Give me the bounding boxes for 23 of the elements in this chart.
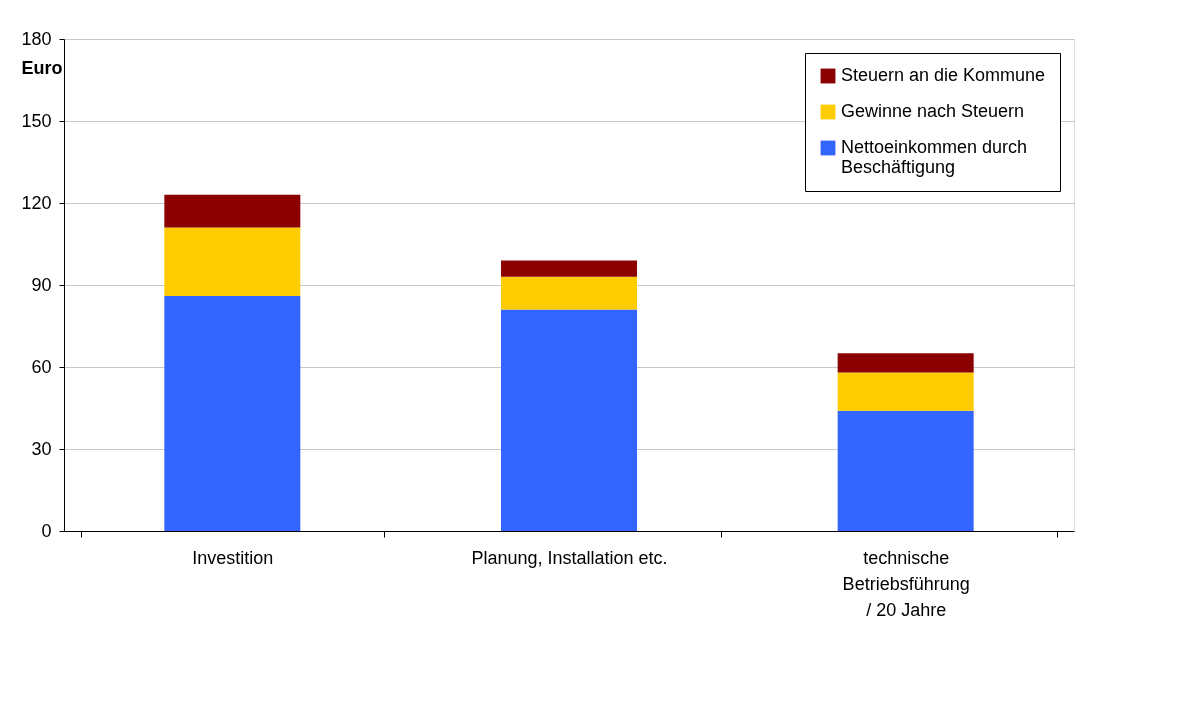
legend-label: Steuern an die Kommune <box>841 65 1046 85</box>
y-tick-label: 60 <box>31 356 52 377</box>
y-tick-label: 90 <box>31 274 52 295</box>
bar <box>837 372 974 411</box>
bar <box>164 295 301 531</box>
x-tick-label: technische Betriebsführung / 20 Jahre <box>842 547 970 620</box>
y-tick-label: 120 <box>21 192 52 213</box>
x-tick-label: Planung, Installation etc. <box>471 547 668 568</box>
legend-label: Nettoeinkommen durch Beschäftigung <box>841 137 1028 177</box>
y-tick-label: 0 <box>41 520 52 541</box>
y-axis-title: Euro <box>21 57 63 78</box>
legend-label: Gewinne nach Steuern <box>841 101 1025 121</box>
y-tick-label: 30 <box>31 438 52 459</box>
y-tick-label: 180 <box>21 28 52 49</box>
bar <box>164 194 301 228</box>
bar <box>501 260 637 277</box>
bar <box>164 227 301 296</box>
x-tick-label: Investition <box>192 547 274 568</box>
bar <box>501 309 637 531</box>
bar <box>837 410 974 531</box>
bar <box>501 276 637 310</box>
y-tick-label: 150 <box>21 110 52 131</box>
bar <box>837 353 974 373</box>
